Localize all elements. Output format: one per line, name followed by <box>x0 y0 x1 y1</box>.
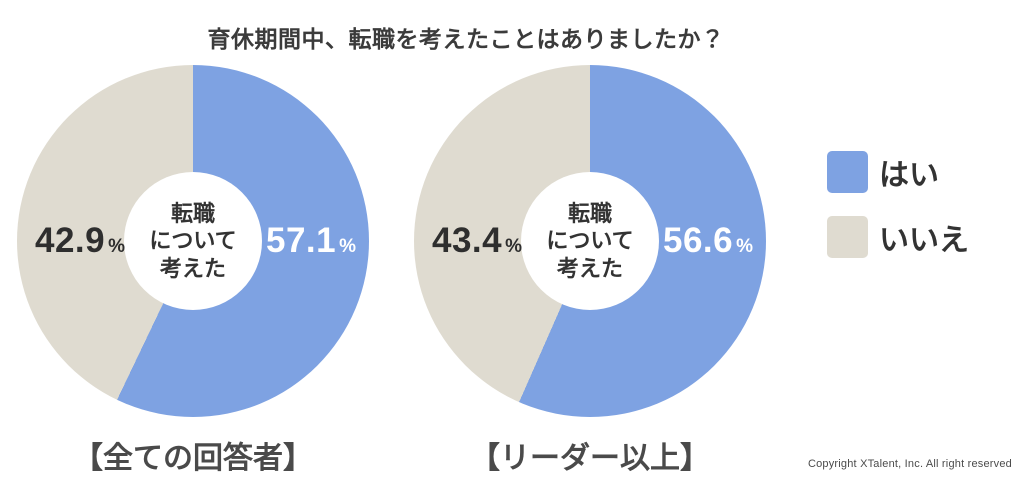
percent-sign: % <box>339 236 357 257</box>
legend-swatch-no <box>827 216 868 258</box>
donut-all-respondents: 転職 について 考えた 57.1 % 42.9 % <box>17 65 369 417</box>
legend-swatch-yes <box>827 151 868 193</box>
yes-percentage-value: 56.6 <box>662 221 734 260</box>
no-percentage-value: 43.4 <box>431 221 503 260</box>
center-label-line: について <box>149 228 237 254</box>
percent-sign: % <box>505 236 523 257</box>
donut-leaders-and-above: 転職 について 考えた 56.6 % 43.4 % <box>414 65 766 417</box>
no-percentage-label: 42.9 % <box>35 221 125 261</box>
center-label-line: について <box>546 228 634 254</box>
legend-item-no: いいえ <box>827 215 969 259</box>
no-percentage-value: 42.9 <box>34 221 106 260</box>
caption-leaders-and-above: 【リーダー以上】 <box>470 442 710 475</box>
legend-label-yes: はい <box>879 159 939 192</box>
no-percentage-label: 43.4 % <box>432 221 522 261</box>
percent-sign: % <box>108 236 126 257</box>
percent-sign: % <box>736 236 754 257</box>
donut-center-hole: 転職 について 考えた <box>521 172 659 310</box>
legend-item-yes: はい <box>827 150 969 194</box>
center-label-line: 考えた <box>159 255 226 281</box>
donut-center-hole: 転職 について 考えた <box>124 172 262 310</box>
center-label-line: 転職 <box>170 200 215 226</box>
chart-title: 育休期間中、転職を考えたことはありましたか？ <box>207 26 725 52</box>
yes-percentage-label: 56.6 % <box>663 221 753 261</box>
legend: はい いいえ <box>827 150 969 259</box>
yes-percentage-label: 57.1 % <box>266 221 356 261</box>
caption-all-respondents: 【全ての回答者】 <box>73 442 313 475</box>
copyright-notice: Copyright XTalent, Inc. All right reserv… <box>807 458 1012 470</box>
center-label-line: 転職 <box>567 200 612 226</box>
center-label-line: 考えた <box>556 255 623 281</box>
legend-label-no: いいえ <box>879 224 969 257</box>
yes-percentage-value: 57.1 <box>265 221 337 260</box>
